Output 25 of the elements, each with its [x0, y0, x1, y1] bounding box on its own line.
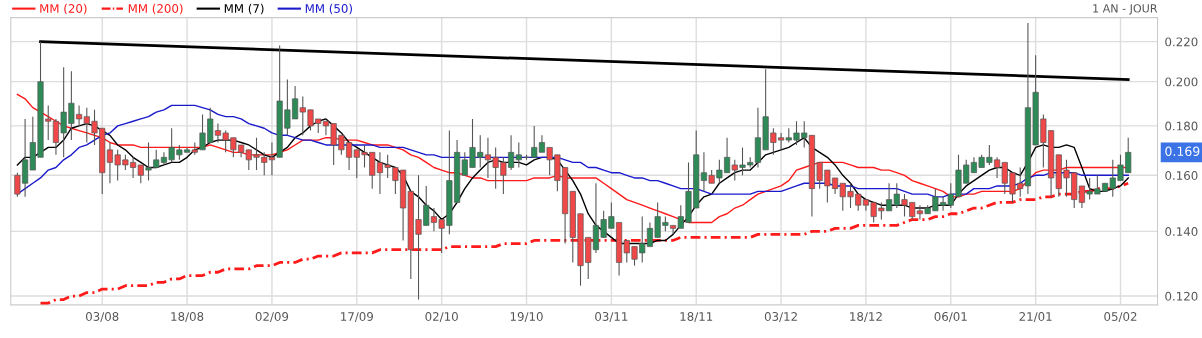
y-tick-label: 0.120	[1165, 291, 1198, 301]
x-tick-label: 05/02	[1104, 312, 1137, 322]
x-tick-label: 18/11	[680, 312, 713, 322]
x-tick-label: 06/01	[934, 312, 967, 322]
text: 0.169	[1165, 146, 1200, 156]
legend-label: MM (50)	[305, 3, 352, 15]
y-tick-label: 0.180	[1165, 121, 1198, 131]
legend-label: MM (20)	[40, 3, 87, 15]
y-tick-label: 0.160	[1165, 171, 1198, 180]
x-tick-label: 21/01	[1019, 312, 1052, 322]
x-tick-label: 19/10	[510, 312, 543, 322]
x-tick-label: 03/12	[764, 312, 797, 322]
x-tick-label: 17/09	[341, 312, 373, 322]
text: 1 AN - JOUR	[1093, 4, 1158, 15]
x-tick-label: 02/10	[425, 312, 458, 322]
y-tick-label: 0.220	[1165, 37, 1198, 47]
x-tick-label: 18/08	[171, 312, 204, 322]
legend-label: MM (7)	[224, 3, 264, 15]
y-tick-label: 0.200	[1165, 77, 1198, 87]
legend-label: MM (200)	[128, 3, 183, 15]
x-tick-label: 18/12	[850, 312, 882, 322]
x-tick-label: 02/09	[255, 312, 289, 322]
x-tick-label: 03/11	[595, 312, 628, 322]
y-tick-label: 0.140	[1165, 227, 1198, 236]
x-tick-label: 03/08	[86, 312, 119, 322]
